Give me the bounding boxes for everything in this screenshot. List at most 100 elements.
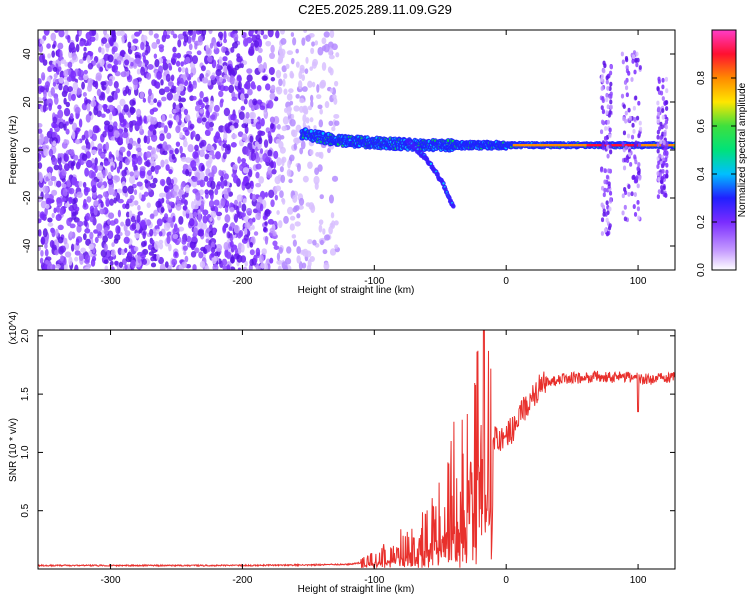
noise-blob bbox=[281, 198, 286, 205]
line-core-segment bbox=[553, 144, 556, 147]
noise-blob bbox=[88, 243, 95, 250]
column-blob bbox=[609, 70, 613, 76]
noise-blob bbox=[127, 57, 134, 63]
line-core-segment bbox=[552, 144, 554, 147]
noise-blob bbox=[202, 209, 209, 216]
noise-blob bbox=[87, 62, 94, 70]
noise-blob bbox=[103, 149, 107, 154]
line-core-segment bbox=[589, 144, 591, 147]
noise-blob bbox=[169, 149, 174, 155]
noise-blob bbox=[252, 98, 258, 106]
noise-blob bbox=[175, 141, 181, 147]
noise-blob bbox=[107, 178, 114, 185]
line-core-segment bbox=[533, 144, 536, 147]
noise-blob bbox=[100, 81, 107, 86]
noise-blob bbox=[294, 137, 300, 145]
noise-blob bbox=[116, 188, 123, 194]
noise-blob bbox=[236, 247, 242, 254]
line-core-segment bbox=[652, 144, 655, 147]
noise-blob bbox=[242, 167, 250, 174]
noise-blob bbox=[244, 260, 248, 267]
noise-blob bbox=[267, 100, 274, 109]
noise-blob bbox=[144, 160, 150, 167]
noise-blob bbox=[124, 59, 130, 66]
noise-blob bbox=[105, 249, 112, 259]
noise-blob bbox=[43, 89, 47, 99]
noise-blob bbox=[151, 42, 158, 50]
noise-blob bbox=[243, 227, 248, 236]
noise-blob bbox=[116, 31, 122, 36]
noise-blob bbox=[259, 148, 264, 154]
noise-blob bbox=[223, 30, 227, 40]
noise-blob bbox=[105, 86, 110, 94]
noise-blob bbox=[165, 73, 171, 82]
noise-blob bbox=[236, 74, 242, 82]
noise-blob bbox=[237, 156, 242, 164]
line-core-segment bbox=[585, 144, 587, 147]
noise-blob bbox=[70, 243, 75, 252]
noise-blob bbox=[310, 204, 316, 214]
noise-blob bbox=[305, 202, 311, 207]
line-core-segment bbox=[594, 144, 597, 147]
noise-blob bbox=[86, 196, 92, 203]
noise-blob bbox=[38, 245, 42, 251]
noise-blob bbox=[222, 62, 228, 67]
noise-blob bbox=[264, 221, 268, 226]
noise-blob bbox=[241, 212, 246, 218]
noise-blob bbox=[107, 54, 114, 63]
noise-blob bbox=[201, 77, 209, 84]
line-core-segment bbox=[586, 144, 589, 147]
noise-blob bbox=[133, 189, 138, 196]
line-core-segment bbox=[578, 144, 581, 147]
noise-blob bbox=[82, 56, 87, 61]
line-core-segment bbox=[587, 144, 590, 147]
noise-blob bbox=[63, 153, 69, 162]
noise-blob bbox=[150, 165, 156, 173]
noise-blob bbox=[128, 210, 133, 219]
noise-blob bbox=[118, 112, 124, 120]
noise-blob bbox=[288, 88, 294, 94]
noise-blob bbox=[289, 118, 296, 127]
noise-blob bbox=[231, 91, 236, 99]
noise-blob bbox=[289, 223, 295, 231]
noise-blob bbox=[162, 141, 168, 150]
noise-blob bbox=[255, 182, 262, 188]
noise-blob bbox=[124, 247, 128, 253]
noise-blob bbox=[236, 210, 241, 218]
noise-blob bbox=[74, 256, 79, 262]
noise-blob bbox=[223, 65, 228, 75]
line-core-segment bbox=[618, 144, 620, 147]
noise-blob bbox=[67, 61, 73, 69]
noise-blob bbox=[264, 235, 269, 245]
noise-blob bbox=[129, 123, 133, 133]
noise-blob bbox=[81, 153, 88, 161]
line-core-segment bbox=[569, 144, 571, 147]
noise-blob bbox=[113, 81, 119, 89]
noise-blob bbox=[222, 56, 228, 62]
noise-blob bbox=[54, 30, 59, 33]
noise-blob bbox=[191, 176, 198, 182]
noise-blob bbox=[236, 56, 242, 63]
noise-blob bbox=[129, 99, 136, 107]
noise-blob bbox=[101, 37, 108, 45]
noise-blob bbox=[322, 248, 328, 255]
line-core-segment bbox=[514, 144, 516, 147]
noise-blob bbox=[83, 198, 87, 208]
noise-blob bbox=[141, 258, 148, 265]
noise-blob bbox=[136, 147, 142, 153]
line-core-segment bbox=[595, 144, 598, 147]
noise-blob bbox=[39, 174, 43, 184]
noise-blob bbox=[85, 31, 92, 40]
noise-blob bbox=[208, 172, 215, 178]
line-core-segment bbox=[581, 144, 583, 147]
noise-blob bbox=[263, 262, 268, 270]
line-core-segment bbox=[565, 144, 568, 147]
noise-blob bbox=[205, 47, 212, 57]
line-core-segment bbox=[549, 144, 552, 147]
noise-blob bbox=[94, 236, 99, 244]
noise-blob bbox=[75, 114, 79, 120]
noise-blob bbox=[130, 120, 137, 126]
noise-blob bbox=[136, 108, 142, 118]
noise-blob bbox=[259, 105, 266, 111]
noise-blob bbox=[176, 227, 180, 235]
